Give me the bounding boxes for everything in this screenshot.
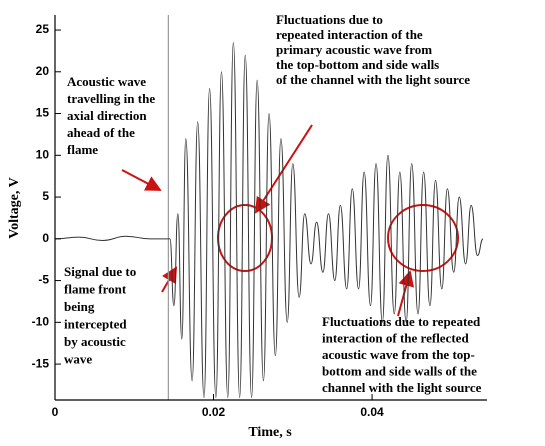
annotation: flame bbox=[67, 142, 98, 157]
annotation: channel with the light source bbox=[322, 380, 482, 395]
annotation: repeated interaction of the bbox=[276, 27, 423, 42]
annotation: travelling in the bbox=[67, 91, 155, 106]
annotation: being bbox=[64, 299, 95, 314]
annotation: acoustic wave from the top- bbox=[322, 347, 475, 362]
annotation: interaction of the reflected bbox=[322, 331, 469, 346]
x-tick-label: 0.02 bbox=[202, 405, 226, 419]
annotation: the top-bottom and side walls bbox=[276, 57, 439, 72]
x-tick-label: 0 bbox=[52, 405, 59, 419]
y-tick-label: 10 bbox=[36, 147, 50, 161]
data-line bbox=[54, 42, 484, 398]
y-tick-label: -5 bbox=[38, 273, 49, 287]
y-tick-label: 0 bbox=[42, 231, 49, 245]
annotation: intercepted bbox=[64, 317, 127, 332]
annotation: primary acoustic wave from bbox=[276, 42, 432, 57]
y-tick-label: -10 bbox=[32, 315, 50, 329]
annotation: ahead of the bbox=[67, 125, 135, 140]
annotation: of the channel with the light source bbox=[276, 72, 470, 87]
y-tick-label: 5 bbox=[42, 189, 49, 203]
x-tick-label: 0.04 bbox=[360, 405, 384, 419]
y-axis-label: Voltage, V bbox=[7, 177, 22, 238]
annotation: Acoustic wave bbox=[67, 74, 146, 89]
y-tick-label: -15 bbox=[32, 356, 50, 370]
annotation: Fluctuations due to repeated bbox=[322, 314, 481, 329]
annotation: Signal due to bbox=[64, 264, 136, 279]
annotation: axial direction bbox=[67, 108, 147, 123]
y-tick-label: 15 bbox=[36, 106, 50, 120]
y-tick-label: 20 bbox=[36, 64, 50, 78]
annotation: flame front bbox=[64, 282, 127, 297]
annotation: bottom and side walls of the bbox=[322, 364, 477, 379]
y-tick-label: 25 bbox=[36, 22, 50, 36]
annotation: Fluctuations due to bbox=[276, 12, 383, 27]
x-axis-label: Time, s bbox=[248, 425, 292, 440]
annotation: by acoustic bbox=[64, 334, 126, 349]
annotation: wave bbox=[64, 352, 92, 367]
